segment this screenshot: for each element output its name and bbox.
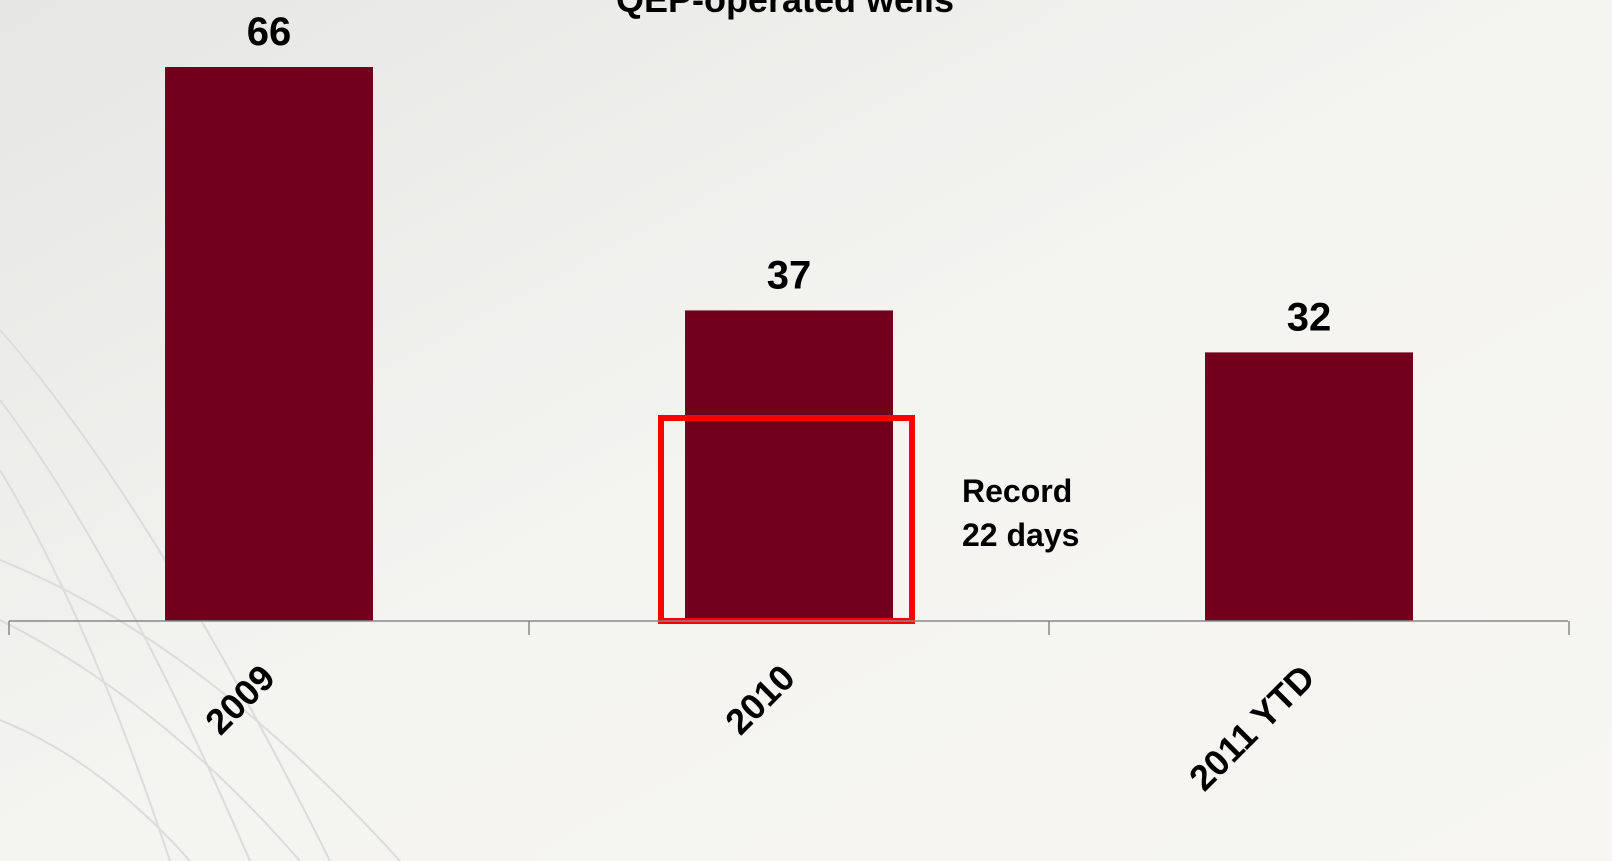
data-label: 32 — [1287, 295, 1332, 339]
data-label: 66 — [247, 10, 292, 54]
data-label: 37 — [767, 253, 812, 297]
bar — [165, 67, 373, 621]
background-lines — [0, 329, 401, 861]
chart-title: QEP-operated wells — [616, 0, 954, 20]
bar — [685, 310, 893, 621]
annotation: Record — [962, 473, 1072, 509]
annotation: 22 days — [962, 517, 1079, 553]
bar — [1205, 352, 1413, 621]
